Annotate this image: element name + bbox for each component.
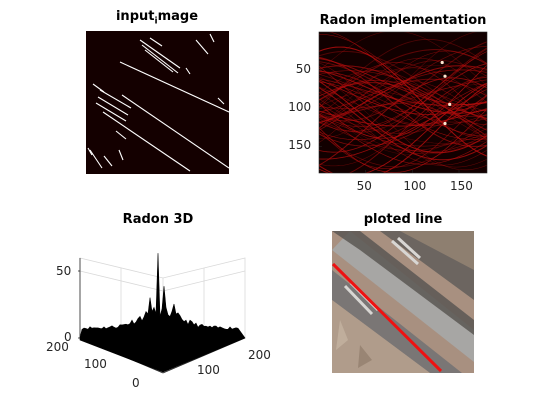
- input-image-edges: [87, 33, 229, 172]
- sinogram-curve: [319, 56, 487, 147]
- radon-sinogram-curves: [319, 32, 487, 173]
- sinogram-curve: [319, 65, 487, 126]
- sinogram-curve: [319, 95, 487, 135]
- radon3d-y-tick-label: 200: [46, 340, 69, 354]
- sinogram-curve: [319, 84, 487, 116]
- sinogram-curve: [319, 82, 487, 141]
- sinogram-curve: [319, 38, 487, 105]
- input-image-panel: [86, 31, 229, 174]
- sinogram-curve: [319, 71, 487, 137]
- sinogram-curve: [319, 58, 487, 105]
- radon3d-surface: [79, 253, 246, 373]
- sinogram-curve: [319, 104, 487, 155]
- sinogram-curve: [319, 32, 478, 139]
- title-radon-3d: Radon 3D: [122, 212, 194, 227]
- sinogram-curve: [319, 108, 487, 173]
- title-input-image: inputimage: [115, 9, 199, 27]
- sinogram-curve: [319, 86, 487, 126]
- sinogram-peak: [448, 102, 452, 106]
- radon3d-x-tick-label: 200: [248, 348, 271, 362]
- radon-y-tick-label: 150: [288, 138, 312, 153]
- sinogram-curve: [319, 80, 487, 154]
- sinogram-curve: [319, 80, 487, 129]
- sinogram-curve: [319, 77, 487, 166]
- sinogram-curve: [319, 108, 487, 127]
- aerial-photo: [332, 231, 474, 373]
- radon-x-tick-label: 100: [403, 179, 427, 193]
- radon-axes-frame: [318, 31, 488, 174]
- sinogram-peak: [443, 74, 447, 78]
- radon-y-tick-label: 50: [295, 62, 312, 77]
- radon-x-tick-label: 50: [356, 179, 372, 193]
- sinogram-curve: [319, 87, 487, 161]
- radon-x-ticks: [365, 170, 460, 173]
- sinogram-curve: [319, 78, 487, 106]
- radon-y-ticks: [319, 69, 322, 147]
- sinogram-curve: [319, 62, 487, 122]
- sinogram-curve: [319, 115, 487, 145]
- sinogram-curve: [319, 50, 487, 143]
- radon3d-x-tick-label: 100: [197, 363, 220, 377]
- title-radon-implementation: Radon implementation: [319, 13, 487, 28]
- ploted-line-panel: [331, 231, 474, 373]
- sinogram-curve: [319, 112, 487, 155]
- sinogram-curve: [319, 65, 487, 124]
- sinogram-curve: [319, 34, 487, 125]
- radon-panel: [318, 31, 488, 174]
- sinogram-curve: [348, 76, 487, 173]
- sinogram-curve: [319, 120, 487, 151]
- sinogram-curve: [319, 47, 487, 127]
- sinogram-curve: [319, 76, 487, 168]
- title-ploted-line: ploted line: [363, 212, 443, 227]
- radon3d-panel: [78, 253, 246, 374]
- sinogram-curve: [319, 49, 487, 101]
- sinogram-curve: [319, 75, 487, 167]
- sinogram-curve: [319, 46, 487, 118]
- plotted-red-line: [331, 262, 443, 373]
- radon3d-z-tick-label: 0: [64, 330, 72, 344]
- input-image-background: [86, 31, 229, 174]
- radon3d-y-tick-label: 0: [132, 376, 140, 390]
- sinogram-curve: [319, 62, 487, 171]
- radon3d-z-tick-label: 50: [56, 264, 72, 278]
- sinogram-peak: [440, 60, 444, 65]
- sinogram-curve: [319, 58, 487, 130]
- sinogram-curve: [319, 63, 487, 153]
- sinogram-curve: [319, 95, 487, 169]
- radon-x-tick-label: 150: [450, 179, 473, 193]
- radon3d-y-tick-label: 100: [84, 357, 107, 371]
- sinogram-curve: [319, 70, 487, 114]
- radon-y-tick-label: 100: [288, 100, 312, 115]
- sinogram-curve: [319, 70, 487, 112]
- sinogram-curve: [319, 32, 487, 87]
- sinogram-peak: [443, 121, 447, 126]
- sinogram-curve: [319, 122, 487, 168]
- sinogram-curve: [319, 65, 487, 139]
- sinogram-curve: [328, 32, 487, 139]
- sinogram-curve: [319, 102, 487, 160]
- sinogram-curve: [319, 84, 487, 173]
- sinogram-curve: [319, 46, 487, 157]
- sinogram-curve: [319, 51, 487, 132]
- sinogram-curve: [319, 74, 487, 123]
- sinogram-curve: [319, 67, 487, 116]
